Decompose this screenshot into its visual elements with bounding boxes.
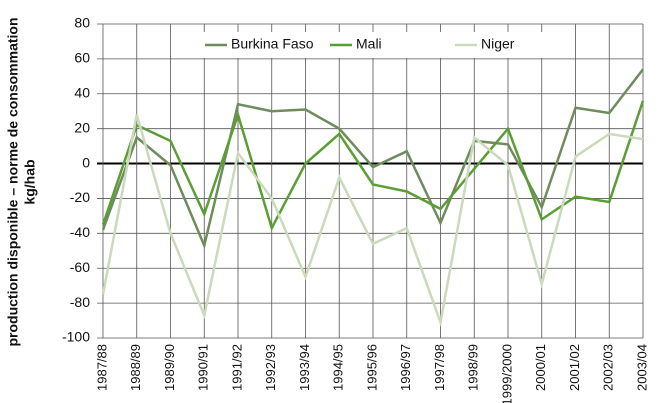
series-line bbox=[101, 68, 644, 250]
y-tick-label: 0 bbox=[82, 154, 90, 170]
y-tick-label: -20 bbox=[70, 189, 90, 205]
y-tick-label: 80 bbox=[74, 15, 90, 31]
x-tick-label: 1991/92 bbox=[229, 344, 244, 391]
y-tick-label: -60 bbox=[70, 259, 90, 275]
y-axis-title: production disponible – norme de consomm… bbox=[5, 17, 21, 346]
x-tick-label: 1992/93 bbox=[263, 344, 278, 391]
y-tick-label: -80 bbox=[70, 294, 90, 310]
legend-label: Niger bbox=[481, 36, 515, 52]
x-tick-label: 1988/89 bbox=[128, 344, 143, 391]
x-tick-label: 1987/88 bbox=[94, 344, 109, 391]
y-tick-label: 60 bbox=[74, 50, 90, 66]
x-tick-label: 1990/91 bbox=[196, 344, 211, 391]
y-tick-label: -100 bbox=[62, 329, 90, 345]
x-tick-label: 2003/04 bbox=[634, 344, 649, 391]
x-tick-label: 1993/94 bbox=[297, 344, 312, 391]
x-tick-label: 1989/90 bbox=[162, 344, 177, 391]
x-tick-label: 2002/03 bbox=[601, 344, 616, 391]
x-tick-label: 1996/97 bbox=[398, 344, 413, 391]
series-line bbox=[101, 114, 644, 328]
x-tick-label: 2001/02 bbox=[567, 344, 582, 391]
y-axis-unit: kg/hab bbox=[22, 159, 38, 204]
y-tick-label: 20 bbox=[74, 119, 90, 135]
legend-label: Mali bbox=[356, 36, 382, 52]
x-tick-label: 1998/99 bbox=[466, 344, 481, 391]
x-tick-label: 1997/98 bbox=[432, 344, 447, 391]
series-line bbox=[101, 100, 645, 232]
y-tick-label: -40 bbox=[70, 224, 90, 240]
legend-box bbox=[200, 32, 560, 58]
x-tick-label: 1995/96 bbox=[364, 344, 379, 391]
legend-label: Burkina Faso bbox=[231, 36, 314, 52]
x-tick-label: 1994/95 bbox=[331, 344, 346, 391]
x-tick-label: 2000/01 bbox=[533, 344, 548, 391]
y-tick-label: 40 bbox=[74, 84, 90, 100]
x-tick-label: 1999/2000 bbox=[499, 344, 514, 403]
